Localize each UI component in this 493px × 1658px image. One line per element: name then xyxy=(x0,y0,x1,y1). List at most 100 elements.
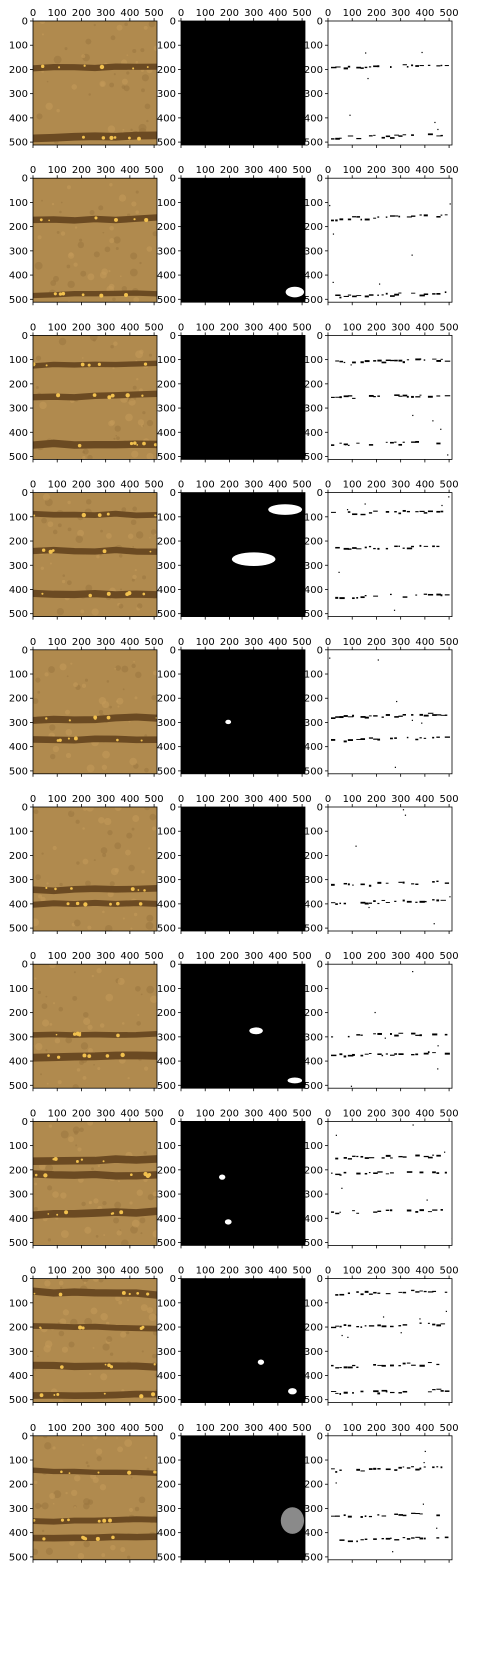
prediction-dot xyxy=(347,1336,349,1338)
x-tick-label: 0 xyxy=(30,1266,36,1277)
mask-background xyxy=(181,21,305,145)
x-tick-label: 200 xyxy=(367,637,386,648)
y-tick-label: 300 xyxy=(157,404,176,415)
texture-spot xyxy=(141,88,145,93)
prediction-speckle xyxy=(356,442,360,444)
x-tick-label: 100 xyxy=(196,951,215,962)
glint-spot xyxy=(106,591,111,596)
x-tick-label: 100 xyxy=(196,1423,215,1434)
prediction-speckle xyxy=(432,899,435,901)
panel-frame xyxy=(327,177,453,303)
prediction-speckle xyxy=(444,1291,448,1293)
prediction-speckle xyxy=(419,544,422,547)
prediction-speckle xyxy=(356,1325,360,1328)
prediction-speckle xyxy=(368,737,374,739)
prediction-speckle xyxy=(347,294,352,296)
prediction-speckle xyxy=(390,1325,394,1328)
x-tick-label: 0 xyxy=(178,322,184,333)
prediction-speckle xyxy=(398,545,400,547)
glint-spot xyxy=(119,1210,124,1215)
texture-spot xyxy=(112,297,116,302)
y-tick-label: 300 xyxy=(9,875,28,886)
y-tick-label: 0 xyxy=(317,1431,323,1442)
prediction-speckle xyxy=(390,1054,395,1056)
y-tick-label: 400 xyxy=(157,271,176,282)
glint-spot xyxy=(58,1292,63,1297)
y-tick-label: 300 xyxy=(157,1032,176,1043)
prediction-dot xyxy=(447,454,449,456)
prediction-speckle xyxy=(385,1390,388,1393)
prediction-speckle xyxy=(364,1515,367,1517)
mask-region xyxy=(225,719,232,725)
prediction-speckle xyxy=(347,716,354,718)
prediction-speckle xyxy=(394,1539,400,1541)
texture-spot xyxy=(80,270,87,277)
prediction-speckle xyxy=(331,1390,337,1392)
texture-spot xyxy=(46,1082,49,1085)
glint-spot xyxy=(58,738,62,742)
prediction-speckle xyxy=(398,512,402,515)
x-tick-label: 300 xyxy=(96,1423,115,1434)
y-tick-label: 300 xyxy=(9,404,28,415)
texture-spot xyxy=(100,529,103,533)
prediction-speckle xyxy=(440,214,443,216)
prediction-speckle xyxy=(432,1209,438,1211)
panel-frame xyxy=(32,177,158,303)
prediction-speckle xyxy=(436,880,439,883)
texture-spot xyxy=(73,919,81,927)
x-tick-label: 500 xyxy=(145,8,164,19)
prediction-speckle xyxy=(331,738,336,741)
prediction-speckle xyxy=(368,884,372,887)
prediction-speckle xyxy=(347,1054,354,1057)
prediction-speckle xyxy=(415,396,421,398)
texture-spot xyxy=(51,202,55,206)
texture-spot xyxy=(129,268,138,277)
texture-spot xyxy=(124,1439,133,1447)
x-tick-label: 200 xyxy=(72,794,91,805)
texture-spot xyxy=(92,338,96,342)
prediction-speckle xyxy=(339,1174,342,1176)
x-tick-label: 200 xyxy=(367,165,386,176)
prediction-speckle xyxy=(377,216,380,218)
texture-spot xyxy=(100,1313,108,1321)
y-tick-label: 200 xyxy=(9,1008,28,1019)
glint-spot xyxy=(39,1326,42,1329)
prediction-speckle xyxy=(373,360,377,362)
y-tick-label: 300 xyxy=(304,404,323,415)
x-tick-label: 400 xyxy=(415,480,434,491)
prediction-speckle xyxy=(402,361,405,364)
texture-spot xyxy=(98,816,105,824)
x-tick-label: 500 xyxy=(145,1108,164,1119)
y-tick-label: 0 xyxy=(170,1431,176,1442)
x-tick-label: 300 xyxy=(96,322,115,333)
prediction-speckle xyxy=(364,360,370,363)
y-tick-label: 500 xyxy=(304,138,323,149)
prediction-speckle xyxy=(347,1515,352,1518)
x-tick-label: 500 xyxy=(440,165,459,176)
x-tick-label: 100 xyxy=(196,1266,215,1277)
texture-spot xyxy=(73,1506,77,1509)
texture-spot xyxy=(114,807,122,811)
y-tick-label: 500 xyxy=(304,452,323,463)
y-tick-label: 500 xyxy=(9,1552,28,1563)
glint-spot xyxy=(47,1213,50,1215)
y-tick-label: 300 xyxy=(304,875,323,886)
texture-spot xyxy=(58,1330,65,1337)
prediction-speckle xyxy=(390,737,393,740)
y-tick-label: 0 xyxy=(170,645,176,656)
texture-spot xyxy=(41,199,43,202)
prediction-speckle xyxy=(415,511,419,513)
x-tick-label: 500 xyxy=(293,165,312,176)
texture-spot xyxy=(152,1230,157,1238)
texture-spot xyxy=(84,678,89,682)
prediction-speckle xyxy=(440,64,443,67)
y-tick-label: 400 xyxy=(304,1371,323,1382)
prediction-speckle xyxy=(377,1292,381,1294)
texture-spot xyxy=(41,1529,45,1533)
prediction-dot xyxy=(412,1124,414,1126)
prediction-speckle xyxy=(360,716,366,718)
y-tick-label: 400 xyxy=(157,1214,176,1225)
glint-spot xyxy=(139,1326,143,1330)
